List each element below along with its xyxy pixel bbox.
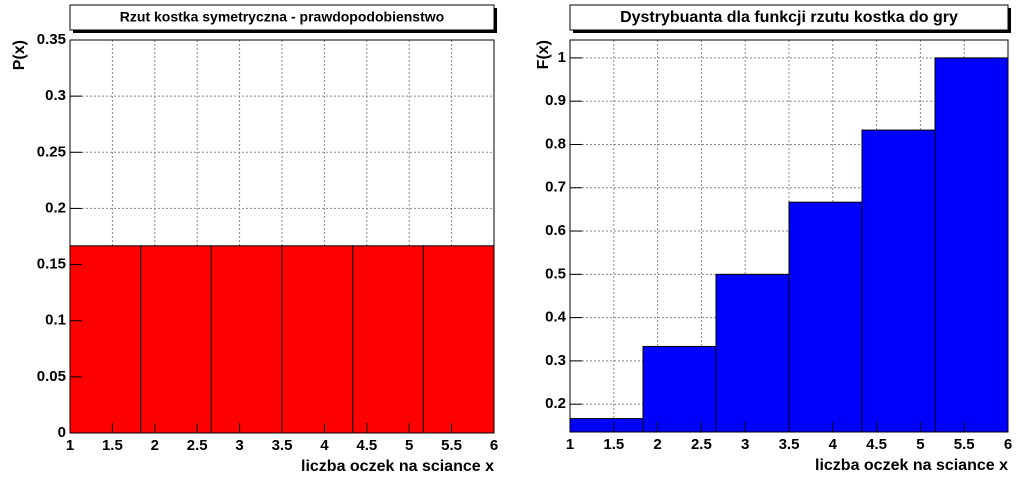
x-tick-label: 3.5 [779,436,800,453]
x-tick-label: 4.5 [866,436,887,453]
x-tick-label: 2 [151,437,159,454]
x-tick-label: 3 [741,436,749,453]
y-tick-label: 0.3 [45,87,66,104]
y-tick-label: 0.6 [545,222,566,239]
x-tick-label: 2 [653,436,661,453]
y-tick-label: 0.3 [545,352,566,369]
y-tick-label: 0.2 [45,199,66,216]
bar [422,245,495,434]
y-axis-label: F(x) [535,40,552,69]
x-tick-label: 4 [829,436,838,453]
chart-title: Rzut kostka symetryczna - prawdopodobien… [120,9,444,25]
x-tick-label: 2.5 [691,436,712,453]
y-tick-label: 0.2 [545,395,566,412]
title-box [569,4,1009,31]
y-axis-label: P(x) [11,40,28,70]
y-tick-label: 0.5 [545,265,566,282]
y-tick-label: 0.15 [37,256,66,273]
x-tick-label: 3 [235,437,243,454]
bar [352,245,424,434]
y-tick-label: 0.7 [545,179,566,196]
x-tick-label: 1.5 [603,436,624,453]
chart-title: Dystrybuanta dla funkcji rzutu kostka do… [620,9,958,26]
x-tick-label: 5 [916,436,924,453]
x-axis-label: liczba oczek na sciance x [301,458,494,475]
y-tick-label: 0.8 [545,135,566,152]
y-tick-label: 1 [558,49,566,66]
bar [715,273,790,433]
x-axis-label: liczba oczek na sciance x [815,457,1008,474]
x-tick-label: 5 [405,437,413,454]
title-box [69,4,495,31]
y-tick-label: 0.9 [545,92,566,109]
y-tick-label: 0 [58,424,66,441]
x-tick-label: 3.5 [272,437,293,454]
y-tick-label: 0.35 [37,31,66,48]
bar [69,245,142,434]
y-tick-label: 0.1 [45,312,66,329]
x-tick-label: 4 [320,437,329,454]
x-tick-label: 6 [490,437,498,454]
bar [210,245,283,434]
bar [642,345,717,433]
bar [934,57,1009,433]
y-tick-label: 0.05 [37,368,66,385]
x-tick-label: 1 [566,436,574,453]
bar [788,201,863,433]
x-tick-label: 5.5 [954,436,975,453]
y-tick-label: 0.25 [37,143,66,160]
x-tick-label: 2.5 [187,437,208,454]
x-tick-label: 6 [1004,436,1012,453]
bar [140,245,212,434]
bar [861,129,936,433]
x-tick-label: 4.5 [356,437,377,454]
x-tick-label: 1.5 [102,437,123,454]
bar [281,245,354,434]
x-tick-label: 1 [66,437,74,454]
x-tick-label: 5.5 [441,437,462,454]
y-tick-label: 0.4 [545,309,567,326]
bar [569,418,644,433]
